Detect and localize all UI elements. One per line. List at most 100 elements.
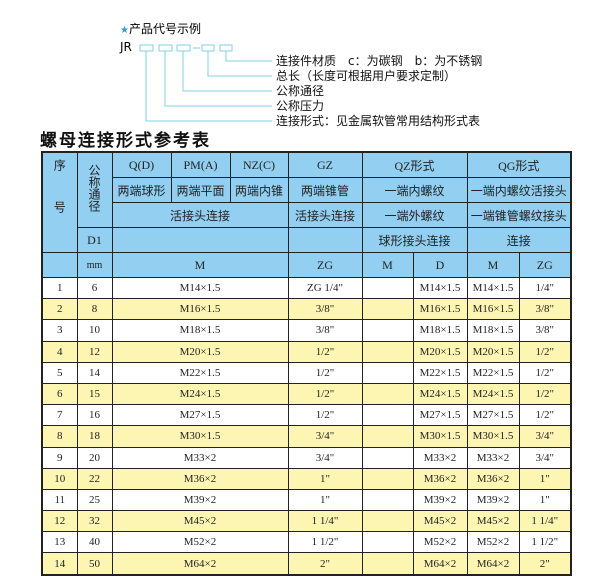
cell-no: 3 — [41, 319, 78, 342]
label-connection: 连接形式：见金属软管常用结构形式表 — [276, 114, 481, 128]
cell-no: 5 — [41, 361, 78, 384]
header-gz: GZ — [287, 151, 363, 178]
cell-zg: ZG 1/4" — [287, 276, 363, 300]
cell-m: M30×1.5 — [111, 425, 289, 448]
cell-no: 2 — [41, 298, 78, 321]
cell-m: M18×1.5 — [111, 319, 289, 342]
header-qz-d: D — [412, 252, 468, 278]
code-box-pressure — [158, 44, 173, 52]
code-box-length — [201, 44, 215, 52]
header-seq-text: 序号 — [52, 158, 67, 243]
cell-qg-m: M52×2 — [466, 531, 520, 554]
cell-dn: 40 — [76, 531, 113, 554]
cell-dn: 10 — [76, 319, 113, 342]
cell-zg: 1/2" — [287, 382, 363, 406]
cell-dn: 6 — [76, 276, 113, 300]
header-q: Q(D) — [111, 151, 172, 178]
cell-qg-m: M14×1.5 — [466, 276, 520, 300]
cell-zg: 1 1/2" — [287, 531, 363, 554]
code-box-connection — [139, 44, 154, 52]
cell-qz-d: M33×2 — [412, 446, 468, 469]
cell-no: 14 — [41, 552, 78, 576]
cell-qz-m — [361, 319, 414, 342]
cell-no: 7 — [41, 404, 78, 427]
cell-qz-m — [361, 446, 414, 469]
cell-zg: 3/8" — [287, 319, 363, 342]
cell-qg-m: M36×2 — [466, 467, 520, 490]
cell-qz-m — [361, 276, 414, 300]
cell-dn: 16 — [76, 404, 113, 427]
header-gz-desc: 两端锥管 — [287, 177, 363, 203]
cell-qg-zg: 1 1/4" — [518, 510, 572, 533]
cell-dn: 22 — [76, 467, 113, 490]
header-gz-conn: 活接头连接 — [287, 202, 363, 228]
cell-qg-m: M18×1.5 — [466, 319, 520, 342]
cell-no: 12 — [41, 510, 78, 533]
cell-qg-zg: 1" — [518, 467, 572, 490]
header-dn: 公称通径 — [76, 151, 113, 228]
cell-qz-m — [361, 298, 414, 321]
cell-zg: 3/4" — [287, 446, 363, 469]
cell-qz-m — [361, 361, 414, 384]
header-seq: 序号 — [41, 151, 78, 253]
cell-qg-m: M24×1.5 — [466, 382, 520, 406]
cell-qz-d: M14×1.5 — [412, 276, 468, 300]
header-qg-zg: ZG — [518, 252, 572, 278]
cell-no: 6 — [41, 382, 78, 406]
label-pressure: 公称压力 — [276, 99, 325, 113]
cell-qg-zg: 3/8" — [518, 298, 572, 321]
table-row: 3 10 M18×1.5 3/8" M18×1.5 M18×1.5 3/8" — [41, 319, 572, 342]
label-diameter: 公称通径 — [276, 84, 325, 98]
cell-qg-m: M45×2 — [466, 510, 520, 533]
cell-qg-zg: 3/4" — [518, 446, 572, 469]
cell-m: M22×1.5 — [111, 361, 289, 384]
leader-line — [164, 51, 272, 107]
cell-qg-m: M39×2 — [466, 488, 520, 512]
header-qg: QG形式 — [466, 151, 572, 178]
table-row: 14 50 M64×2 2" M64×2 M64×2 2" — [41, 552, 572, 576]
cell-qz-m — [361, 510, 414, 533]
cell-m: M20×1.5 — [111, 340, 289, 363]
cell-dn: 8 — [76, 298, 113, 321]
cell-dn: 14 — [76, 361, 113, 384]
cell-m: M24×1.5 — [111, 382, 289, 406]
header-qg-desc3: 连接 — [466, 227, 572, 253]
cell-qz-d: M18×1.5 — [412, 319, 468, 342]
cell-no: 13 — [41, 531, 78, 554]
cell-zg: 1/2" — [287, 361, 363, 384]
cell-zg: 1 1/4" — [287, 510, 363, 533]
header-qz-desc3: 球形接头连接 — [361, 227, 468, 253]
table-row: 11 25 M39×2 1" M39×2 M39×2 1" — [41, 488, 572, 512]
example-heading-text: 产品代号示例 — [128, 22, 201, 36]
cell-qz-m — [361, 404, 414, 427]
cell-zg: 3/8" — [287, 298, 363, 321]
header-qg-desc1: 一端内螺纹活接头 — [466, 177, 572, 203]
cell-m: M39×2 — [111, 488, 289, 512]
cell-qz-m — [361, 340, 414, 363]
header-mm: mm — [76, 252, 113, 278]
cell-no: 10 — [41, 467, 78, 490]
table-row: 13 40 M52×2 1 1/2" M52×2 M52×2 1 1/2" — [41, 531, 572, 554]
cell-dn: 32 — [76, 510, 113, 533]
cell-qg-m: M22×1.5 — [466, 361, 520, 384]
cell-qz-m — [361, 531, 414, 554]
cell-m: M64×2 — [111, 552, 289, 576]
cell-no: 8 — [41, 425, 78, 448]
cell-m: M36×2 — [111, 467, 289, 490]
cell-zg: 1/2" — [287, 340, 363, 363]
header-live-conn: 活接头连接 — [111, 202, 289, 228]
header-pm: PM(A) — [170, 151, 231, 178]
cell-qz-d: M30×1.5 — [412, 425, 468, 448]
cell-dn: 12 — [76, 340, 113, 363]
cell-m: M16×1.5 — [111, 298, 289, 321]
cell-dn: 20 — [76, 446, 113, 469]
table-row: 8 18 M30×1.5 3/4" M30×1.5 M30×1.5 3/4" — [41, 425, 572, 448]
table-row: 7 16 M27×1.5 1/2" M27×1.5 M27×1.5 1/2" — [41, 404, 572, 427]
cell-qg-zg: 2" — [518, 552, 572, 576]
header-qg-desc2: 一端锥管螺纹接头 — [466, 202, 572, 228]
table-row: 6 15 M24×1.5 1/2" M24×1.5 M24×1.5 1/2" — [41, 382, 572, 406]
leader-line — [182, 51, 272, 92]
label-material: 连接件材质 c：为碳钢 b：为不锈钢 — [276, 54, 483, 68]
header-blank — [111, 227, 289, 253]
star-icon: ★ — [120, 25, 129, 36]
